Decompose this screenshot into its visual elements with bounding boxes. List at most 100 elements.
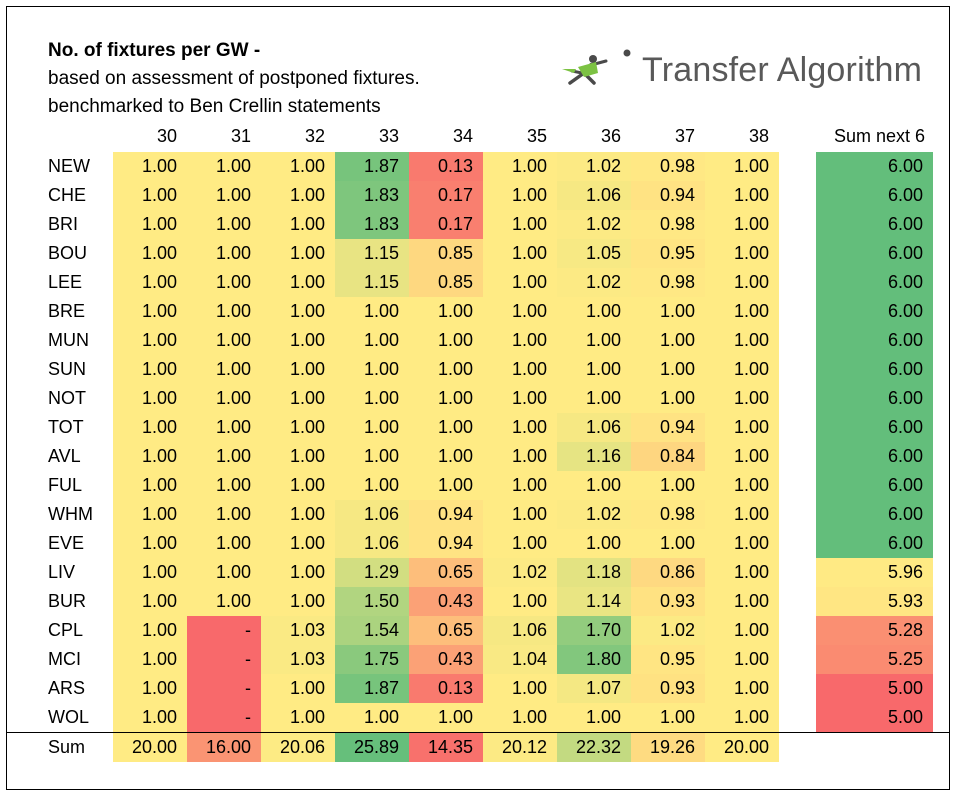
fixture-cell: 1.00 bbox=[409, 355, 483, 384]
fixture-cell: 1.00 bbox=[705, 152, 779, 181]
subtitle-line-1: based on assessment of postponed fixture… bbox=[48, 68, 420, 89]
fixture-cell: 1.00 bbox=[705, 181, 779, 210]
fixture-cell: 1.00 bbox=[261, 239, 335, 268]
fixture-cell: 1.00 bbox=[705, 674, 779, 703]
team-label: NOT bbox=[48, 388, 86, 408]
fixture-cell: 1.00 bbox=[261, 674, 335, 703]
sum-next-6-cell: 5.28 bbox=[816, 616, 933, 645]
sum-next-6-cell: 5.96 bbox=[816, 558, 933, 587]
fixture-cell: 0.95 bbox=[631, 239, 705, 268]
gameweek-header: 36 bbox=[600, 126, 621, 146]
fixture-cell: 1.00 bbox=[705, 471, 779, 500]
fixture-cell: 1.00 bbox=[631, 703, 705, 732]
fixture-cell: 1.00 bbox=[705, 239, 779, 268]
fixture-cell: 0.65 bbox=[409, 616, 483, 645]
fixture-cell: 0.84 bbox=[631, 442, 705, 471]
fixture-cell: 1.50 bbox=[335, 587, 409, 616]
fixture-cell: 1.00 bbox=[705, 210, 779, 239]
sum-next-6-cell: 6.00 bbox=[816, 181, 933, 210]
sum-cell: 20.00 bbox=[113, 733, 187, 762]
fixture-cell: 0.86 bbox=[631, 558, 705, 587]
fixture-cell: 1.00 bbox=[261, 326, 335, 355]
footballer-icon bbox=[562, 49, 631, 85]
fixture-cell: 1.00 bbox=[409, 384, 483, 413]
fixture-cell: 1.15 bbox=[335, 268, 409, 297]
sum-next-6-cell: 6.00 bbox=[816, 297, 933, 326]
fixture-cell: 1.00 bbox=[187, 500, 261, 529]
fixture-cell: 1.00 bbox=[631, 529, 705, 558]
fixture-cell: 1.00 bbox=[113, 152, 187, 181]
fixture-cell: 1.00 bbox=[483, 413, 557, 442]
sum-cell: 20.00 bbox=[705, 733, 779, 762]
fixture-cell: 1.00 bbox=[187, 442, 261, 471]
fixture-cell: 1.00 bbox=[335, 471, 409, 500]
fixture-cell: 1.00 bbox=[113, 268, 187, 297]
sum-cell: 14.35 bbox=[409, 733, 483, 762]
fixture-cell: 1.87 bbox=[335, 674, 409, 703]
fixture-cell: 1.00 bbox=[557, 529, 631, 558]
sum-next-6-cell: 6.00 bbox=[816, 384, 933, 413]
fixture-cell: 0.43 bbox=[409, 587, 483, 616]
fixture-cell: 1.00 bbox=[335, 442, 409, 471]
fixture-cell: 1.00 bbox=[483, 152, 557, 181]
fixture-cell: 0.94 bbox=[409, 500, 483, 529]
sum-next-6-cell: 6.00 bbox=[816, 442, 933, 471]
team-label: BRI bbox=[48, 214, 79, 234]
fixture-cell: 1.00 bbox=[113, 645, 187, 674]
fixture-cell: 1.00 bbox=[705, 645, 779, 674]
fixture-cell: 1.18 bbox=[557, 558, 631, 587]
team-label: SUN bbox=[48, 359, 87, 379]
fixture-cell: 1.00 bbox=[261, 587, 335, 616]
fixture-cell: 1.00 bbox=[631, 326, 705, 355]
fixture-cell: 1.00 bbox=[261, 297, 335, 326]
sum-row-label: Sum bbox=[48, 737, 86, 757]
fixture-cell: 1.00 bbox=[557, 703, 631, 732]
fixture-cell: 1.00 bbox=[261, 529, 335, 558]
fixture-cell: 1.00 bbox=[483, 674, 557, 703]
fixture-cell: 1.00 bbox=[483, 471, 557, 500]
fixture-cell: 0.65 bbox=[409, 558, 483, 587]
fixture-cell: 1.00 bbox=[113, 500, 187, 529]
team-label: LIV bbox=[48, 562, 76, 582]
fixture-cell: 1.04 bbox=[483, 645, 557, 674]
gameweek-header: 30 bbox=[156, 126, 177, 146]
fixture-cell: 1.00 bbox=[335, 355, 409, 384]
fixture-cell: 1.00 bbox=[187, 587, 261, 616]
sum-cell: 19.26 bbox=[631, 733, 705, 762]
fixture-cell: 1.00 bbox=[557, 355, 631, 384]
fixture-cell: 1.80 bbox=[557, 645, 631, 674]
sum-next-6-cell: 6.00 bbox=[816, 355, 933, 384]
gameweek-header: 38 bbox=[748, 126, 769, 146]
fixture-cell: 1.16 bbox=[557, 442, 631, 471]
fixture-cell: 1.00 bbox=[483, 384, 557, 413]
fixture-cell: 1.07 bbox=[557, 674, 631, 703]
fixture-cell: 1.02 bbox=[557, 500, 631, 529]
fixture-cell: - bbox=[187, 674, 261, 703]
fixture-cell: 1.00 bbox=[261, 268, 335, 297]
fixture-cell: 1.00 bbox=[705, 442, 779, 471]
fixture-cell: 1.00 bbox=[113, 181, 187, 210]
fixture-cell: 1.75 bbox=[335, 645, 409, 674]
fixture-cell: 1.00 bbox=[483, 500, 557, 529]
fixture-cell: 1.00 bbox=[705, 587, 779, 616]
fixture-cell: 1.14 bbox=[557, 587, 631, 616]
fixture-cell: 1.00 bbox=[113, 587, 187, 616]
team-label: LEE bbox=[48, 272, 83, 292]
fixture-cell: 1.00 bbox=[261, 703, 335, 732]
fixture-cell: 1.00 bbox=[113, 703, 187, 732]
fixture-cell: 1.00 bbox=[335, 413, 409, 442]
fixture-cell: 1.00 bbox=[483, 268, 557, 297]
fixture-cell: 1.00 bbox=[113, 384, 187, 413]
fixture-cell: - bbox=[187, 703, 261, 732]
fixture-cell: 1.00 bbox=[113, 442, 187, 471]
sum-next-6-cell: 5.00 bbox=[816, 674, 933, 703]
fixture-cell: 1.00 bbox=[261, 384, 335, 413]
sum-cell: 16.00 bbox=[187, 733, 261, 762]
fixture-cell: 1.06 bbox=[557, 413, 631, 442]
sum-next-6-header: Sum next 6 bbox=[833, 126, 925, 146]
fixture-cell: 1.00 bbox=[261, 413, 335, 442]
fixture-cell: 0.17 bbox=[409, 210, 483, 239]
fixture-cell: 1.00 bbox=[483, 355, 557, 384]
fixture-cell: 1.00 bbox=[557, 471, 631, 500]
sum-next-6-cell: 6.00 bbox=[816, 268, 933, 297]
